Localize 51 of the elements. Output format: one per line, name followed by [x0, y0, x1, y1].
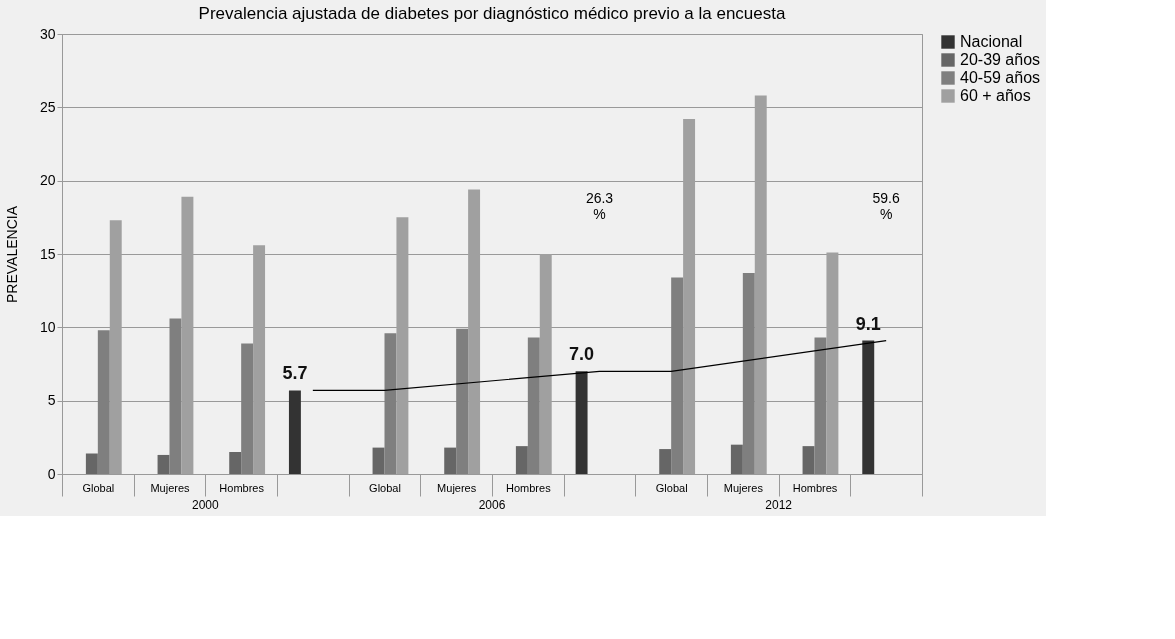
- legend-label: Nacional: [960, 33, 1023, 50]
- bar: [456, 328, 469, 474]
- y-tick-label: 20: [39, 172, 56, 189]
- bar: [515, 446, 528, 474]
- bar: [671, 277, 684, 474]
- bar: [659, 449, 672, 474]
- bar: [814, 337, 827, 474]
- x-tick-label: Global: [369, 481, 401, 494]
- text: 2006: [478, 498, 506, 512]
- bar: [241, 343, 254, 474]
- text: 2000: [191, 498, 219, 512]
- x-tick-label: Global: [82, 481, 115, 494]
- y-tick-label: 30: [39, 25, 56, 42]
- y-tick-label: 15: [39, 245, 56, 262]
- data-label: 5.7: [282, 363, 308, 384]
- bar: [157, 454, 170, 474]
- x-tick-label: Mujeres: [723, 481, 764, 494]
- bar: [229, 452, 242, 474]
- legend-label: 60 + años: [960, 87, 1031, 104]
- bar: [862, 340, 875, 474]
- x-tick-label: Mujeres: [437, 481, 477, 494]
- bar: [288, 390, 301, 474]
- x-tick-label: Mujeres: [150, 481, 191, 494]
- bar: [372, 447, 385, 474]
- x-tick-label: Hombres: [219, 481, 265, 494]
- bar: [444, 447, 457, 474]
- annotation: 59.6 %: [872, 190, 900, 223]
- x-tick-label: Hombres: [792, 481, 838, 494]
- bar: [384, 333, 397, 474]
- data-label: 7.0: [569, 344, 595, 365]
- text: 2012: [765, 498, 793, 512]
- y-tick-label: 25: [39, 98, 56, 115]
- bar: [97, 330, 110, 474]
- y-tick-label: 0: [47, 465, 56, 482]
- annotation: 26.3 %: [585, 190, 614, 223]
- y-tick-label: 5: [47, 392, 56, 409]
- bar: [802, 446, 815, 474]
- bar: [85, 453, 98, 474]
- x-tick-label: Global: [655, 481, 688, 494]
- bar: [527, 337, 540, 474]
- bar: [575, 371, 588, 474]
- bar: [169, 318, 182, 474]
- x-tick-label: Hombres: [506, 481, 552, 494]
- y-tick-label: 10: [39, 318, 56, 335]
- bar: [742, 273, 755, 474]
- bar: [730, 444, 743, 474]
- legend-label: 40-59 años: [960, 69, 1041, 86]
- y-axis-title: PREVALENCIA: [3, 205, 20, 303]
- legend-label: 20-39 años: [960, 51, 1041, 68]
- data-label: 9.1: [855, 313, 881, 334]
- chart-title: Prevalencia ajustada de diabetes por diagnóstico médico previo a la encuesta: [198, 4, 786, 23]
